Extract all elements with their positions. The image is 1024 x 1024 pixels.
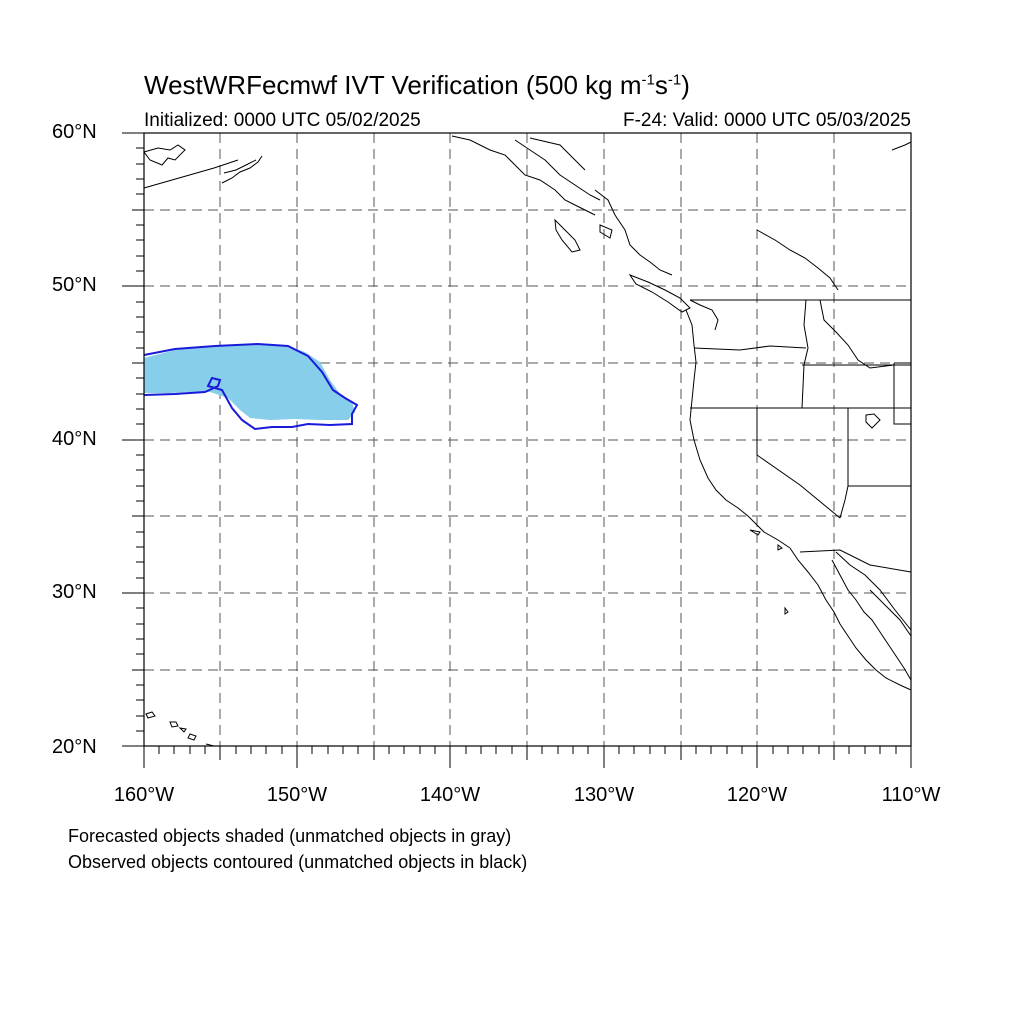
lat-label-20n: 20°N: [52, 736, 97, 758]
lon-label-160w: 160°W: [113, 784, 175, 806]
forecast-object-shaded: [144, 344, 355, 420]
lon-label-140w: 140°W: [419, 784, 481, 806]
valid-time: F-24: Valid: 0000 UTC 05/03/2025: [623, 110, 911, 131]
lon-label-110w: 110°W: [881, 784, 941, 806]
lon-label-120w: 120°W: [726, 784, 788, 806]
footnote-observed: Observed objects contoured (unmatched ob…: [68, 852, 528, 872]
footnote-forecast: Forecasted objects shaded (unmatched obj…: [68, 826, 512, 846]
coastlines-and-borders: [143, 135, 912, 747]
lon-label-130w: 130°W: [573, 784, 635, 806]
map-title: WestWRFecmwf IVT Verification (500 kg m-…: [144, 70, 690, 100]
lat-label-50n: 50°N: [52, 274, 97, 296]
graticule: [144, 133, 911, 746]
lat-label-60n: 60°N: [52, 121, 97, 143]
axis-ticks: [122, 132, 912, 768]
lat-label-30n: 30°N: [52, 581, 97, 603]
initialized-time: Initialized: 0000 UTC 05/02/2025: [144, 110, 421, 131]
lon-label-150w: 150°W: [266, 784, 328, 806]
lat-label-40n: 40°N: [52, 428, 97, 450]
observed-object-contour: [143, 342, 359, 431]
